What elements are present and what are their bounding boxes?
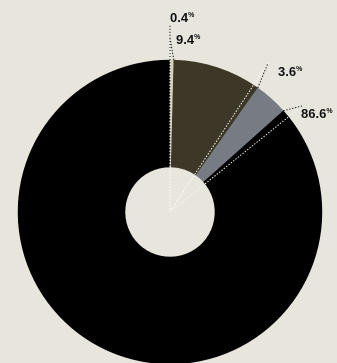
data-label: 0.4% bbox=[170, 10, 195, 25]
percent-sign: % bbox=[188, 12, 195, 19]
percent-sign: % bbox=[326, 108, 333, 115]
percent-sign: % bbox=[194, 34, 201, 41]
leader-line bbox=[169, 105, 303, 213]
data-label: 3.6% bbox=[278, 64, 303, 79]
leader-line-outer bbox=[169, 37, 175, 61]
data-label: 86.6% bbox=[301, 106, 333, 121]
data-label: 9.4% bbox=[176, 32, 201, 47]
percent-sign: % bbox=[296, 66, 303, 73]
slice-86-6-percent bbox=[17, 59, 323, 363]
leader-line-outer bbox=[283, 105, 303, 112]
